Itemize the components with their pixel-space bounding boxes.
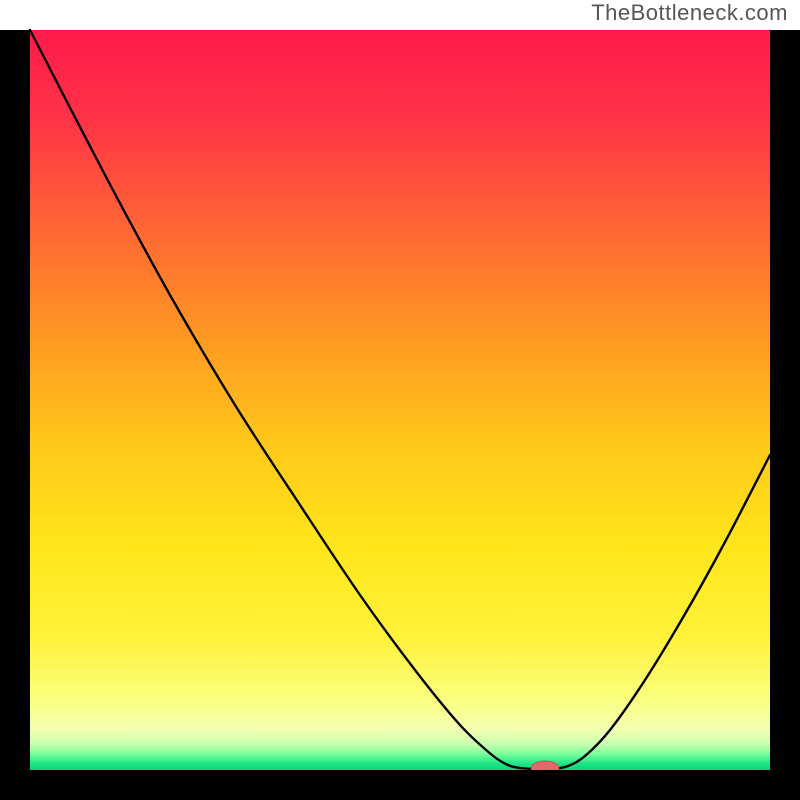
bottleneck-chart (0, 0, 800, 800)
chart-frame: TheBottleneck.com (0, 0, 800, 800)
border-left (0, 30, 30, 800)
border-right (770, 30, 800, 800)
border-bottom (0, 770, 800, 800)
watermark-text: TheBottleneck.com (591, 0, 788, 26)
